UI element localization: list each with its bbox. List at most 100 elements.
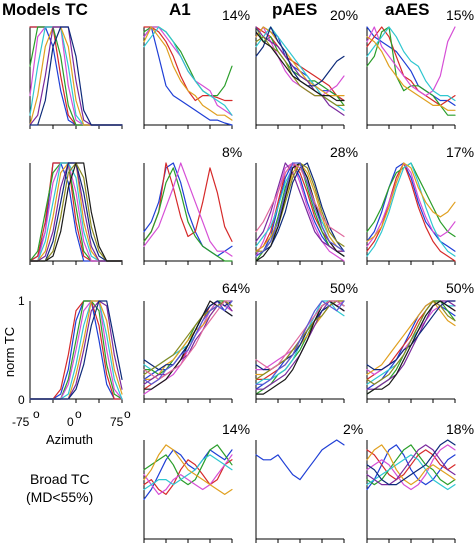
tuning-curve-models-tc-row-2-10 <box>29 162 123 262</box>
pct-row0-paes: 20% <box>330 7 358 23</box>
tuning-curve-a1-row-4-1 <box>143 449 233 500</box>
tuning-curve-paes-row-3-5 <box>255 300 345 385</box>
header-models: Models TC <box>2 0 88 19</box>
tuning-curve-models-tc-row-3-8 <box>29 300 123 400</box>
pct-row2-a1: 64% <box>222 280 250 296</box>
tuning-curve-paes-row-2-4 <box>255 162 345 262</box>
pct-row3-paes: 2% <box>343 421 363 437</box>
panel-axes <box>255 440 344 540</box>
panel-models-tc-row-2 <box>29 162 123 265</box>
tuning-curve-aaes-row-4-1 <box>366 444 456 491</box>
tuning-curve-models-tc-row-1-6 <box>29 26 123 126</box>
tuning-curve-a1-row-1-1 <box>143 26 233 126</box>
tuning-curve-aaes-row-3-10 <box>366 300 456 395</box>
tuning-curve-aaes-row-2-6 <box>366 162 456 242</box>
x-tick-left: -75 o <box>12 407 40 429</box>
tuning-curve-a1-row-1-5 <box>143 26 233 116</box>
panel-axes <box>143 440 232 540</box>
tuning-curve-paes-row-3-12 <box>255 300 345 385</box>
x-tick-left-degree: o <box>33 407 40 421</box>
panel-a1-row-1 <box>143 26 233 129</box>
tuning-curve-models-tc-row-1-2 <box>29 26 123 126</box>
pct-row2-aaes: 50% <box>446 280 474 296</box>
header-a1: A1 <box>169 0 191 19</box>
x-tick-right-degree: o <box>124 407 131 421</box>
pct-row2-paes: 50% <box>330 280 358 296</box>
tuning-curve-a1-row-1-6 <box>143 26 233 121</box>
tuning-curve-aaes-row-1-4 <box>366 26 456 97</box>
panel-aaes-row-3 <box>366 300 456 403</box>
tuning-curve-a1-row-4-3 <box>143 444 233 486</box>
tuning-curve-a1-row-3-12 <box>143 300 233 385</box>
panel-aaes-row-1 <box>366 26 456 129</box>
tuning-curve-aaes-row-3-9 <box>366 300 456 385</box>
tuning-curve-a1-row-3-3 <box>143 300 233 376</box>
tuning-curve-paes-row-1-10 <box>255 31 345 102</box>
x-tick-left-value: -75 <box>12 415 30 429</box>
tuning-curve-models-tc-row-1-7 <box>29 26 123 126</box>
panel-aaes-row-4 <box>366 439 456 543</box>
tuning-curve-aaes-row-4-2 <box>366 449 456 481</box>
panel-a1-row-4 <box>143 440 233 543</box>
tuning-curve-paes-row-4-1 <box>255 439 345 481</box>
tuning-curve-a1-row-4-5 <box>143 454 233 491</box>
y-tick-1: 1 <box>18 294 25 308</box>
panel-paes-row-1 <box>255 26 345 129</box>
panel-axes <box>143 27 232 126</box>
panels-group <box>29 26 456 543</box>
tuning-curve-a1-row-2-4 <box>143 162 233 257</box>
tuning-curve-a1-row-2-3 <box>143 167 233 262</box>
tuning-curve-paes-row-2-12 <box>255 162 345 257</box>
tuning-curve-a1-row-4-6 <box>143 444 233 495</box>
pct-row1-a1: 8% <box>222 144 242 160</box>
tuning-curve-a1-row-2-1 <box>143 162 233 257</box>
tuning-curve-models-tc-row-1-8 <box>29 26 123 126</box>
x-tick-mid-degree: o <box>75 407 82 421</box>
tuning-curve-aaes-row-2-4 <box>366 162 456 247</box>
x-tick-mid-value: 0 <box>67 415 74 429</box>
tuning-curve-aaes-row-2-1 <box>366 162 456 252</box>
tuning-curve-aaes-row-4-6 <box>366 444 456 486</box>
panel-a1-row-3 <box>143 300 233 403</box>
y-axis-label: norm TC <box>2 327 17 377</box>
tuning-curve-a1-row-1-3 <box>143 26 233 97</box>
tuning-curve-a1-row-3-9 <box>143 300 233 376</box>
tuning-curve-aaes-row-3-6 <box>366 300 456 376</box>
tuning-curve-aaes-row-4-8 <box>366 439 456 486</box>
panel-models-tc-row-3 <box>29 300 123 403</box>
tuning-curve-a1-row-1-2 <box>143 26 233 102</box>
x-tick-right-value: 75 <box>110 415 124 429</box>
tuning-curve-paes-row-3-11 <box>255 300 345 371</box>
tuning-curve-paes-row-3-6 <box>255 300 345 376</box>
broad-tc-label: Broad TC <box>30 471 90 487</box>
y-tick-0: 0 <box>18 393 25 407</box>
tuning-curve-aaes-row-4-7 <box>366 444 456 486</box>
broad-tc-criterion: (MD<55%) <box>26 489 93 505</box>
header-aaes: aAES <box>385 0 429 19</box>
pct-row0-a1: 14% <box>222 7 250 23</box>
panel-paes-row-2 <box>255 162 345 265</box>
tuning-curve-aaes-row-4-4 <box>366 444 456 491</box>
tuning-curve-a1-row-3-6 <box>143 300 233 380</box>
pct-row1-aaes: 17% <box>446 144 474 160</box>
tuning-curve-models-tc-row-1-4 <box>29 26 123 126</box>
tuning-curve-aaes-row-1-1 <box>366 26 456 106</box>
tuning-curve-a1-row-3-7 <box>143 300 233 385</box>
panel-paes-row-3 <box>255 300 345 403</box>
tuning-curve-models-tc-row-1-5 <box>29 26 123 126</box>
panel-axes <box>29 27 122 126</box>
tuning-curve-aaes-row-2-5 <box>366 162 456 257</box>
tuning-curve-aaes-row-1-5 <box>366 26 456 102</box>
panel-a1-row-2 <box>143 162 233 265</box>
pct-row3-a1: 14% <box>222 421 250 437</box>
tuning-curve-paes-row-2-11 <box>255 162 345 238</box>
tuning-curve-a1-row-4-2 <box>143 459 233 495</box>
pct-row3-aaes: 18% <box>446 421 474 437</box>
tuning-curve-models-tc-row-1-1 <box>29 26 123 126</box>
tuning-curve-aaes-row-1-6 <box>366 36 456 111</box>
pct-row0-aaes: 15% <box>446 7 474 23</box>
x-tick-right: 75 o <box>110 407 131 429</box>
panel-aaes-row-2 <box>366 162 456 265</box>
header-paes: pAES <box>272 0 317 19</box>
